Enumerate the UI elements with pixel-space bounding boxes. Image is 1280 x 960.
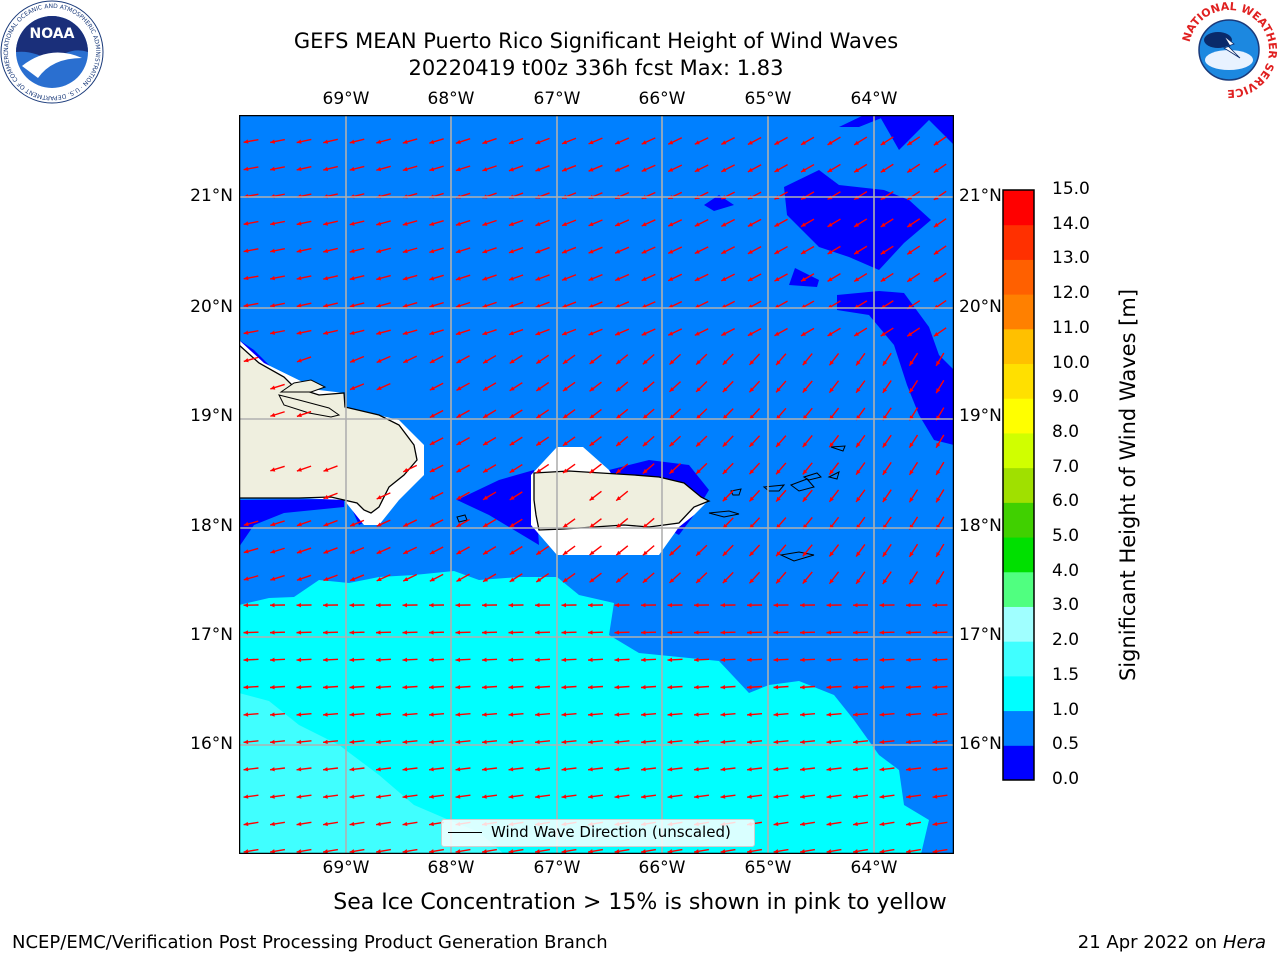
colorbar-segment: [1003, 433, 1034, 468]
lat-tick-left: 17°N: [173, 625, 233, 645]
lat-tick-left: 16°N: [173, 734, 233, 754]
colorbar-segment: [1003, 606, 1034, 641]
wave-height-map: [239, 115, 954, 854]
colorbar-segment: [1003, 364, 1034, 399]
lat-tick-right: 20°N: [959, 297, 1002, 317]
lon-tick-top: 68°W: [428, 89, 475, 109]
colorbar-segment: [1003, 711, 1034, 746]
colorbar-segment: [1003, 468, 1034, 503]
lat-tick-left: 20°N: [173, 297, 233, 317]
colorbar-segment: [1003, 502, 1034, 537]
lat-tick-right: 19°N: [959, 406, 1002, 426]
colorbar: [1002, 189, 1036, 781]
machine-name: Hera: [1223, 932, 1266, 953]
map-subtitle: 20220419 t00z 336h fcst Max: 1.83: [0, 55, 1192, 81]
colorbar-tick-label: 9.0: [1052, 387, 1079, 407]
credit-text: NCEP/EMC/Verification Post Processing Pr…: [12, 932, 608, 953]
colorbar-tick-label: 14.0: [1052, 214, 1090, 234]
lat-tick-right: 17°N: [959, 625, 1002, 645]
lat-tick-right: 16°N: [959, 734, 1002, 754]
colorbar-tick-label: 8.0: [1052, 422, 1079, 442]
lon-tick-bottom: 64°W: [851, 858, 898, 878]
lat-tick-left: 19°N: [173, 406, 233, 426]
lon-tick-bottom: 65°W: [745, 858, 792, 878]
date-text: 21 Apr 2022 on Hera: [1078, 932, 1266, 953]
colorbar-tick-label: 12.0: [1052, 283, 1090, 303]
nws-logo-icon: NATIONAL WEATHER SERVICE: [1178, 0, 1280, 100]
colorbar-segment: [1003, 329, 1034, 364]
colorbar-tick-label: 10.0: [1052, 353, 1090, 373]
colorbar-segment: [1003, 676, 1034, 711]
colorbar-tick-label: 15.0: [1052, 179, 1090, 199]
colorbar-tick-label: 13.0: [1052, 248, 1090, 268]
lon-tick-bottom: 69°W: [323, 858, 370, 878]
colorbar-segment: [1003, 572, 1034, 607]
lon-tick-bottom: 68°W: [428, 858, 475, 878]
legend-line-icon: [448, 832, 482, 833]
lon-tick-bottom: 67°W: [534, 858, 581, 878]
colorbar-tick-label: 1.5: [1052, 665, 1079, 685]
lon-tick-top: 65°W: [745, 89, 792, 109]
lat-tick-left: 18°N: [173, 516, 233, 536]
lon-tick-top: 64°W: [851, 89, 898, 109]
colorbar-tick-label: 5.0: [1052, 526, 1079, 546]
map-title: GEFS MEAN Puerto Rico Significant Height…: [0, 28, 1192, 54]
colorbar-tick-label: 4.0: [1052, 561, 1079, 581]
lon-tick-bottom: 66°W: [639, 858, 686, 878]
sea-ice-note: Sea Ice Concentration > 15% is shown in …: [0, 890, 1280, 915]
colorbar-tick-label: 1.0: [1052, 700, 1079, 720]
colorbar-segment: [1003, 745, 1034, 780]
colorbar-tick-label: 3.0: [1052, 595, 1079, 615]
legend-label: Wind Wave Direction (unscaled): [491, 823, 731, 841]
lon-tick-top: 69°W: [323, 89, 370, 109]
lon-tick-top: 67°W: [534, 89, 581, 109]
noaa-logo-icon: NATIONAL OCEANIC AND ATMOSPHERIC ADMINIS…: [0, 0, 104, 104]
colorbar-segment: [1003, 641, 1034, 676]
colorbar-segment: [1003, 294, 1034, 329]
lon-tick-top: 66°W: [639, 89, 686, 109]
lat-tick-right: 21°N: [959, 186, 1002, 206]
colorbar-segment: [1003, 259, 1034, 294]
colorbar-tick-label: 11.0: [1052, 318, 1090, 338]
colorbar-segment: [1003, 537, 1034, 572]
colorbar-tick-label: 0.5: [1052, 734, 1079, 754]
map-legend: Wind Wave Direction (unscaled): [441, 819, 755, 847]
noaa-text: NOAA: [30, 26, 75, 42]
colorbar-segment: [1003, 190, 1034, 225]
lat-tick-left: 21°N: [173, 186, 233, 206]
lat-tick-right: 18°N: [959, 516, 1002, 536]
colorbar-tick-label: 6.0: [1052, 491, 1079, 511]
colorbar-tick-label: 2.0: [1052, 630, 1079, 650]
colorbar-tick-label: 0.0: [1052, 769, 1079, 789]
colorbar-segment: [1003, 225, 1034, 260]
colorbar-segment: [1003, 398, 1034, 433]
colorbar-tick-label: 7.0: [1052, 457, 1079, 477]
